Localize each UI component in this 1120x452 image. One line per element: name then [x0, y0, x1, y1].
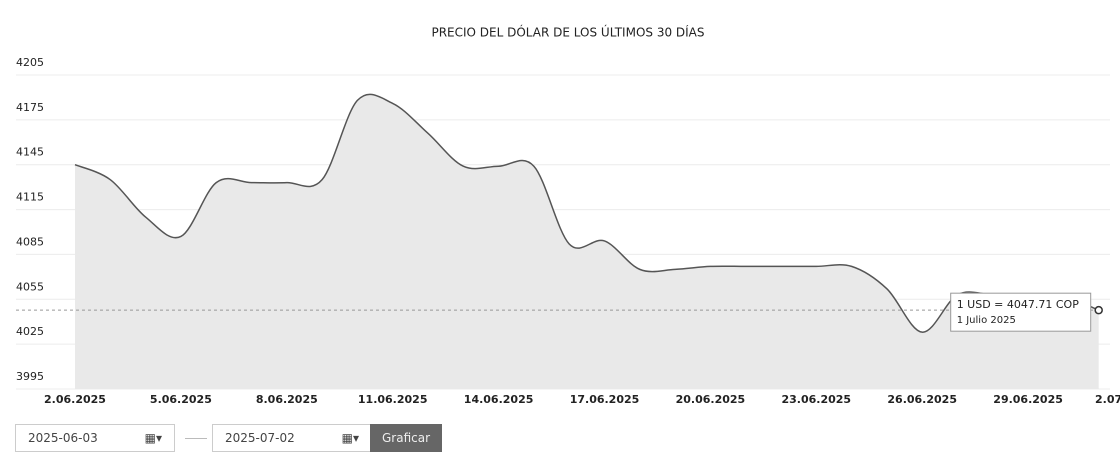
y-tick-label: 4025: [16, 325, 44, 338]
area-fill: [75, 94, 1099, 390]
tooltip-box: [950, 292, 1092, 332]
y-tick-label: 4175: [16, 101, 44, 114]
y-tick-label: 4205: [16, 56, 44, 69]
y-tick-label: 3995: [16, 370, 44, 383]
x-tick-label: 2.07: [1095, 393, 1120, 406]
x-tick-label: 8.06.2025: [256, 393, 318, 406]
x-tick-label: 29.06.2025: [993, 393, 1063, 406]
tooltip-line1: 1 USD = 4047.71 COP: [957, 298, 1080, 311]
end-date: 2025-07-02: [225, 431, 295, 445]
y-tick-label: 4055: [16, 280, 44, 293]
x-tick-label: 5.06.2025: [150, 393, 212, 406]
x-tick-label: 23.06.2025: [782, 393, 852, 406]
start-date: 2025-06-03: [28, 431, 98, 445]
x-tick-label: 20.06.2025: [676, 393, 746, 406]
x-tick-label: 14.06.2025: [464, 393, 534, 406]
line: [74, 93, 1099, 333]
y-tick-label: 4115: [16, 191, 44, 204]
x-tick-label: 26.06.2025: [887, 393, 957, 406]
calendar-icon: ▦▾: [341, 431, 359, 445]
separator: [185, 438, 207, 439]
x-tick-label: 17.06.2025: [570, 393, 640, 406]
chart-title: PRECIO DEL DÓLAR DE LOS ÚLTIMOS 30 DÍAS: [431, 25, 704, 40]
y-tick-label: 4145: [16, 146, 44, 159]
start-date-input[interactable]: 2025-06-03 ▦▾: [15, 424, 175, 452]
chart: PRECIO DEL DÓLAR DE LOS ÚLTIMOS 30 DÍAS …: [16, 25, 1120, 406]
calendar-icon: ▦▾: [144, 431, 162, 445]
x-tick-label: 2.06.2025: [44, 393, 106, 406]
tooltip-line2: 1 Julio 2025: [957, 315, 1016, 326]
y-tick-label: 4085: [16, 235, 44, 248]
end-date-input[interactable]: 2025-07-02 ▦▾: [212, 424, 372, 452]
x-tick-label: 11.06.2025: [358, 393, 428, 406]
hover-marker: [1094, 305, 1103, 315]
graficar-button[interactable]: Graficar: [370, 424, 443, 452]
